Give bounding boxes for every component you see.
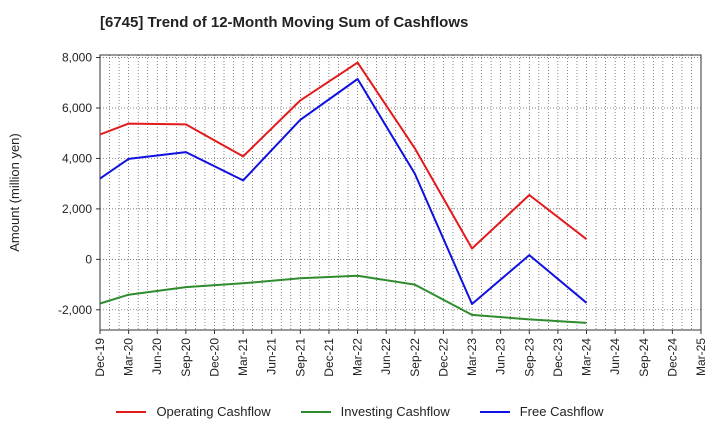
x-tick-label: Sep-23	[522, 338, 536, 377]
x-tick-label: Dec-21	[322, 338, 336, 377]
y-tick-label: 4,000	[62, 151, 92, 165]
y-tick-label: -2,000	[58, 303, 92, 317]
x-tick-label: Sep-22	[408, 338, 422, 377]
legend-label: Investing Cashflow	[340, 404, 450, 419]
x-tick-label: Mar-25	[694, 338, 708, 376]
legend-label: Operating Cashflow	[156, 404, 271, 419]
legend-item: Free Cashflow	[479, 404, 604, 419]
legend-swatch	[479, 410, 510, 413]
legend-item: Investing Cashflow	[300, 404, 450, 419]
plot-area	[100, 55, 701, 330]
x-tick-label: Sep-24	[637, 338, 651, 377]
legend-swatch	[300, 410, 331, 413]
series-line-investing-cashflow	[99, 274, 587, 324]
x-tick-label: Sep-20	[179, 338, 193, 377]
x-tick-label: Dec-22	[436, 338, 450, 377]
chart-legend: Operating Cashflow Investing Cashflow Free…	[0, 404, 720, 419]
x-tick-label: Dec-23	[551, 338, 565, 377]
y-tick-label: 6,000	[62, 101, 92, 115]
x-tick-label: Mar-21	[236, 338, 250, 376]
x-tick-label: Mar-23	[465, 338, 479, 376]
x-tick-label: Jun-22	[379, 338, 393, 375]
plot-frame	[99, 54, 702, 331]
legend-swatch	[116, 410, 147, 413]
x-tick-label: Jun-23	[494, 338, 508, 375]
legend-label: Free Cashflow	[519, 404, 604, 419]
x-tick-label: Dec-19	[93, 338, 107, 377]
series-line-free-cashflow	[99, 78, 588, 305]
x-tick-label: Jun-24	[608, 338, 622, 375]
x-tick-label: Jun-20	[150, 338, 164, 375]
x-tick-label: Dec-20	[207, 338, 221, 377]
chart-title: [6745] Trend of 12-Month Moving Sum of C…	[100, 14, 469, 31]
series-line-operating-cashflow	[99, 61, 588, 250]
y-tick-label: 0	[85, 252, 92, 266]
grid-lines	[100, 55, 701, 330]
x-tick-label: Mar-20	[122, 338, 136, 376]
legend-item: Operating Cashflow	[116, 404, 271, 419]
x-tick-label: Jun-21	[265, 338, 279, 375]
y-axis-title: Amount (million yen)	[7, 133, 22, 252]
y-tick-label: 2,000	[62, 202, 92, 216]
x-tick-label: Sep-21	[293, 338, 307, 377]
x-tick-label: Mar-22	[351, 338, 365, 376]
y-tick-label: 8,000	[62, 51, 92, 65]
x-tick-label: Dec-24	[665, 338, 679, 377]
x-tick-label: Mar-24	[580, 338, 594, 376]
